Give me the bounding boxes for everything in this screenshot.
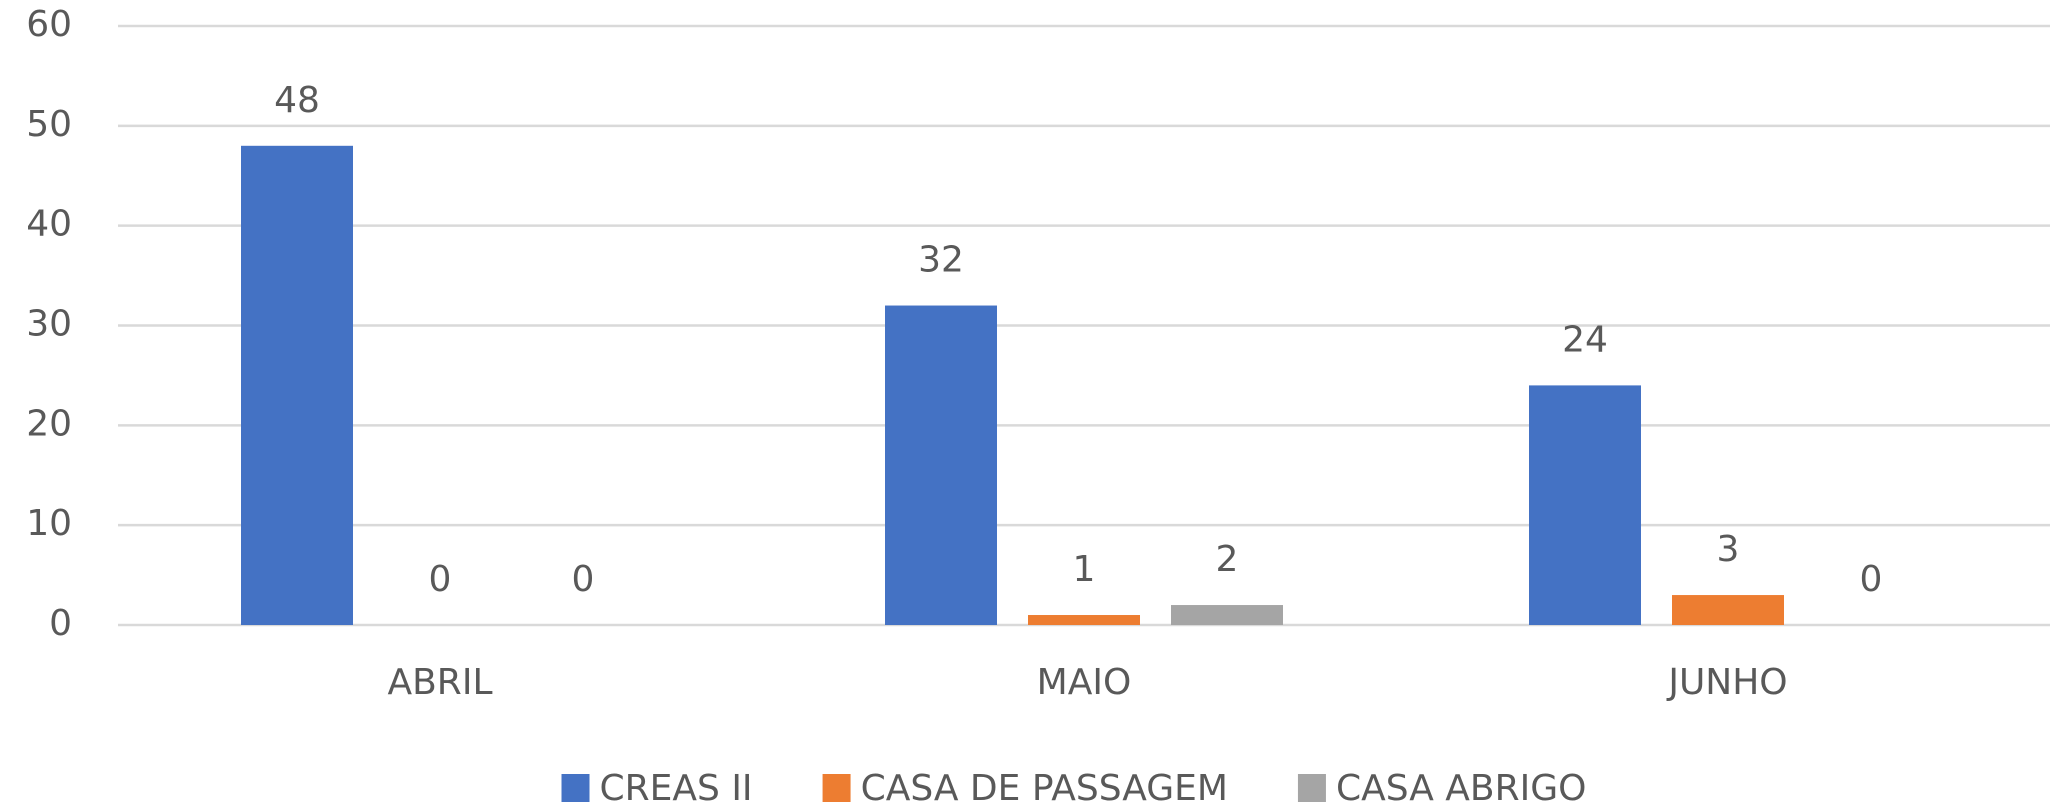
data-label: 24 xyxy=(1562,319,1608,360)
y-tick-label: 0 xyxy=(49,603,72,644)
y-tick-label: 30 xyxy=(26,304,72,345)
data-label: 1 xyxy=(1073,549,1096,590)
x-tick-label: ABRIL xyxy=(387,662,492,703)
legend-swatch xyxy=(561,774,590,802)
data-label: 0 xyxy=(572,559,595,600)
x-tick-label: MAIO xyxy=(1037,662,1132,703)
data-label: 32 xyxy=(918,240,964,281)
legend-swatch xyxy=(1297,774,1326,802)
y-tick-label: 60 xyxy=(26,4,72,45)
data-label: 48 xyxy=(274,80,320,121)
bar xyxy=(1529,385,1641,625)
legend-label: CASA DE PASSAGEM xyxy=(861,768,1228,809)
bar xyxy=(885,305,997,625)
y-tick-label: 50 xyxy=(26,104,72,145)
bar xyxy=(241,145,353,626)
x-tick-label: JUNHO xyxy=(1666,662,1787,703)
y-tick-label: 10 xyxy=(26,503,72,544)
data-label: 0 xyxy=(429,559,452,600)
bar xyxy=(1672,595,1784,625)
legend-label: CASA ABRIGO xyxy=(1336,768,1587,809)
bar xyxy=(1171,605,1283,625)
y-tick-label: 20 xyxy=(26,403,72,444)
y-tick-label: 40 xyxy=(26,204,72,245)
legend-label: CREAS II xyxy=(600,768,753,809)
bar xyxy=(1028,615,1140,625)
data-label: 3 xyxy=(1717,529,1740,570)
data-label: 0 xyxy=(1860,559,1883,600)
data-label: 2 xyxy=(1216,539,1239,580)
legend-swatch xyxy=(822,774,851,802)
